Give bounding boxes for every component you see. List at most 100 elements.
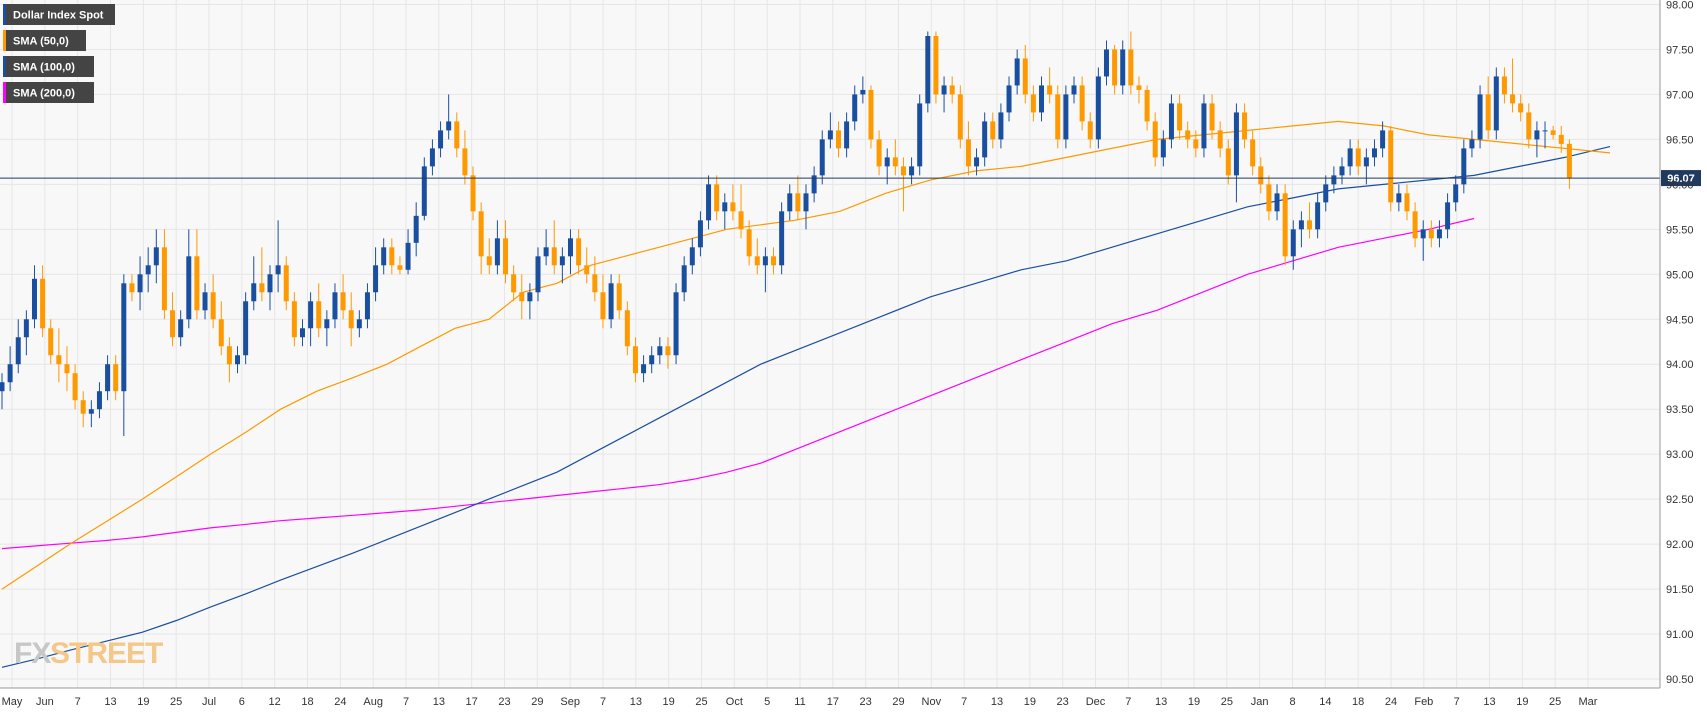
x-tick-label: Feb (1414, 696, 1433, 708)
candle-body (1331, 175, 1337, 185)
candle (1485, 76, 1491, 140)
legend-swatch (3, 30, 6, 51)
candle (186, 229, 192, 329)
x-tick-label: 7 (1125, 696, 1131, 708)
y-tick-label: 92.50 (1666, 494, 1694, 506)
legend-swatch (3, 56, 6, 77)
candle-body (1128, 49, 1134, 86)
candle (819, 130, 825, 185)
candle (632, 337, 638, 383)
candle-body (876, 139, 882, 167)
candle (681, 256, 687, 302)
x-tick-label: 19 (663, 696, 675, 708)
candle-body (1510, 94, 1516, 104)
candle-body (1193, 139, 1199, 149)
candle (1014, 49, 1020, 95)
candle (697, 211, 703, 257)
candle (1030, 85, 1036, 122)
candle-body (1152, 121, 1158, 158)
candle (1558, 125, 1564, 153)
candle-body (275, 265, 281, 275)
candle-body (835, 130, 841, 149)
x-tick-label: Dec (1086, 696, 1106, 708)
legend-item[interactable]: SMA (100,0) (3, 56, 94, 77)
x-tick-label: 13 (991, 696, 1003, 708)
candle-body (1307, 220, 1313, 230)
candle-body (7, 364, 13, 383)
x-tick-label: 19 (1188, 696, 1200, 708)
candle-body (982, 121, 988, 158)
candle-body (178, 319, 184, 338)
x-tick-label: Oct (726, 696, 743, 708)
legend-item[interactable]: SMA (200,0) (3, 82, 94, 103)
candle-body (308, 301, 314, 329)
candle-body (105, 364, 111, 392)
candle (1128, 31, 1134, 95)
candle-body (1217, 130, 1223, 149)
x-tick-label: 19 (137, 696, 149, 708)
y-tick-label: 95.50 (1666, 224, 1694, 236)
candle-body (1160, 139, 1166, 158)
candle (779, 202, 785, 275)
candle (1404, 184, 1410, 221)
candle (332, 283, 338, 329)
candle (974, 148, 980, 176)
candle-body (925, 35, 931, 104)
candle (1201, 94, 1207, 158)
candle-body (884, 157, 890, 167)
candle-body (697, 220, 703, 248)
x-tick-label: 7 (1454, 696, 1460, 708)
candle (990, 112, 996, 149)
legend-item[interactable]: Dollar Index Spot (3, 4, 115, 25)
candle (673, 283, 679, 365)
candle (1461, 139, 1467, 194)
candle-body (649, 355, 655, 365)
candle (787, 184, 793, 221)
candle-body (1477, 94, 1483, 140)
current-price-line-group: 96.07 (0, 170, 1701, 187)
candle-body (413, 215, 419, 243)
y-tick-label: 91.50 (1666, 584, 1694, 596)
candle (1079, 76, 1085, 131)
candle-body (88, 409, 94, 414)
legend-item[interactable]: SMA (50,0) (3, 30, 86, 51)
candle-body (1380, 130, 1386, 149)
candle (730, 184, 736, 221)
legend-item-bg (3, 30, 86, 51)
candle (1274, 184, 1280, 221)
candle-body (592, 274, 598, 293)
candle-body (80, 400, 86, 414)
candle (105, 355, 111, 401)
x-tick-label: 24 (1385, 696, 1397, 708)
candle (511, 265, 517, 302)
candle (1039, 76, 1045, 122)
y-tick-label: 92.00 (1666, 539, 1694, 551)
candle (226, 337, 232, 383)
candle-body (795, 193, 801, 212)
candle (1250, 130, 1256, 176)
candle-body (746, 229, 752, 257)
candle (584, 247, 590, 284)
candle (795, 175, 801, 221)
candle-body (1063, 94, 1069, 140)
candle-body (1428, 229, 1434, 239)
candle (957, 85, 963, 149)
candle (316, 283, 322, 338)
candle-body (1177, 103, 1183, 131)
candle (462, 130, 468, 185)
candle-body (1266, 184, 1272, 212)
candle-body (1412, 211, 1418, 239)
x-tick-label: 13 (433, 696, 445, 708)
candle-body (511, 274, 517, 293)
candle (40, 265, 46, 338)
candle-body (1055, 94, 1061, 140)
y-tick-label: 97.00 (1666, 89, 1694, 101)
candle-body (1120, 49, 1126, 86)
y-tick-label: 94.50 (1666, 314, 1694, 326)
candle (389, 238, 395, 275)
candle-body (771, 256, 777, 266)
candle (1063, 85, 1069, 149)
candle (1550, 125, 1556, 140)
candle-body (1526, 112, 1532, 140)
